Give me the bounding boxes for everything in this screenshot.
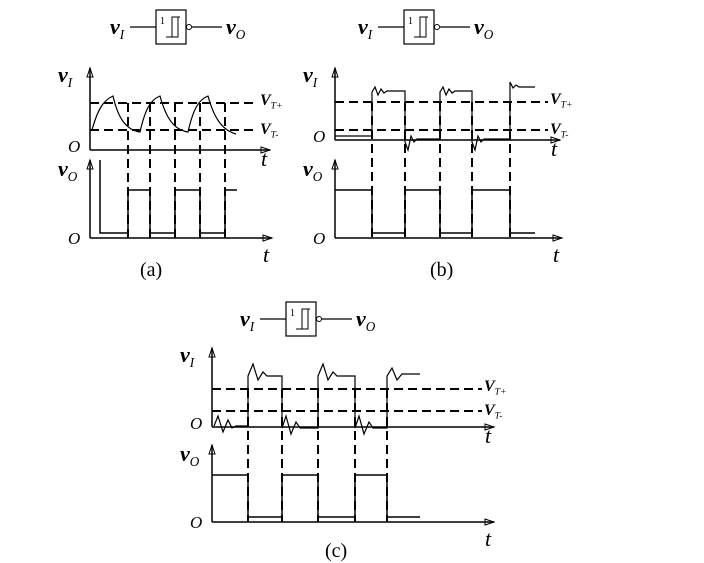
origin-label: O [313,229,325,248]
gate-output-label-main: v [474,14,484,39]
threshold-label-sub: T+ [561,100,573,111]
output-axis-label-main: v [180,441,190,466]
axis [89,160,272,239]
threshold-label-sub: T+ [271,101,283,112]
threshold-label-sub: T- [495,411,503,422]
arrowhead [208,443,496,526]
hysteresis-symbol [414,16,428,38]
axis [334,68,560,141]
output-axis-label-sub: O [190,454,200,469]
input-axis-label: vI [303,62,318,90]
gate-output-label-sub: O [484,27,494,42]
gate-output-label: vO [474,14,494,42]
axis [89,68,270,151]
input-axis-label-main: v [58,62,68,87]
threshold-label-main: V [550,121,562,138]
input-axis-label-sub: I [312,75,318,90]
time-label: t [553,242,560,267]
threshold-label-sub: T- [561,130,569,141]
input-axis-label-sub: I [189,355,195,370]
origin-label: O [68,137,80,156]
gate-input-label: vI [358,14,373,42]
time-label: t [263,242,270,267]
gate-output-label-main: v [356,306,366,331]
gate-input-label-main: v [358,14,368,39]
input-axis-label-main: v [180,342,190,367]
hysteresis-symbol [166,16,180,38]
gate-input-label: vI [110,14,125,42]
output-axis-label: vO [303,156,323,184]
arrowhead [86,158,274,242]
output-axis-label-sub: O [68,169,78,184]
input-axis-label: vI [58,62,73,90]
arrowhead [331,158,564,242]
gate-input-label-sub: I [119,27,125,42]
panel-caption: (c) [325,540,347,562]
output-axis-label: vO [58,156,78,184]
panel-caption: (a) [140,259,162,281]
gate-output-label: vO [226,14,246,42]
gate-input-label-main: v [240,306,250,331]
inverter-bubble [316,316,322,322]
output-waveform [335,189,535,234]
gate-input-label: vI [240,306,255,334]
threshold-label-sub: T- [271,130,279,141]
input-axis-label-sub: I [67,75,73,90]
time-label: t [485,526,492,551]
axis [211,445,494,523]
time-label: t [551,136,558,161]
gate-input-label-main: v [110,14,120,39]
gate-output-label: vO [356,306,376,334]
threshold-label: VT- [550,121,569,141]
threshold-label: VT+ [484,378,506,398]
threshold-label: VT+ [260,92,282,112]
hysteresis-symbol [296,308,310,330]
origin-label: O [190,414,202,433]
panel-caption: (b) [430,259,453,281]
threshold-label-sub: T+ [495,387,507,398]
arrowhead [331,66,562,144]
origin-label: O [313,127,325,146]
input-waveform [335,81,535,153]
axis [211,348,494,428]
threshold-label: VT- [484,402,503,422]
output-axis-label-sub: O [313,169,323,184]
input-waveform [91,95,237,135]
arrowhead [86,66,272,154]
input-waveform [213,362,420,436]
threshold-label-main: V [260,92,272,109]
axis [334,160,562,239]
input-axis-label: vI [180,342,195,370]
origin-label: O [190,513,202,532]
gate-input-label-sub: I [367,27,373,42]
inverter-bubble [434,24,440,30]
gate-output-label-sub: O [236,27,246,42]
arrowhead [208,346,496,431]
gate-output-label-main: v [226,14,236,39]
threshold-label: VT- [260,121,279,141]
threshold-label-main: V [484,402,496,419]
threshold-label: VT+ [550,91,572,111]
threshold-label-main: V [550,91,562,108]
gate-symbol: 1 [408,16,413,27]
origin-label: O [68,229,80,248]
time-label: t [261,146,268,171]
output-axis-label-main: v [303,156,313,181]
gate-input-label-sub: I [249,319,255,334]
threshold-label-main: V [484,378,496,395]
output-waveform [212,474,420,518]
input-axis-label-main: v [303,62,313,87]
inverter-bubble [186,24,192,30]
output-axis-label: vO [180,441,200,469]
gate-symbol: 1 [160,16,165,27]
time-label: t [485,423,492,448]
output-axis-label-main: v [58,156,68,181]
gate-symbol: 1 [290,308,295,319]
threshold-label-main: V [260,121,272,138]
gate-output-label-sub: O [366,319,376,334]
gate-box [403,9,435,45]
output-waveform [99,160,237,234]
